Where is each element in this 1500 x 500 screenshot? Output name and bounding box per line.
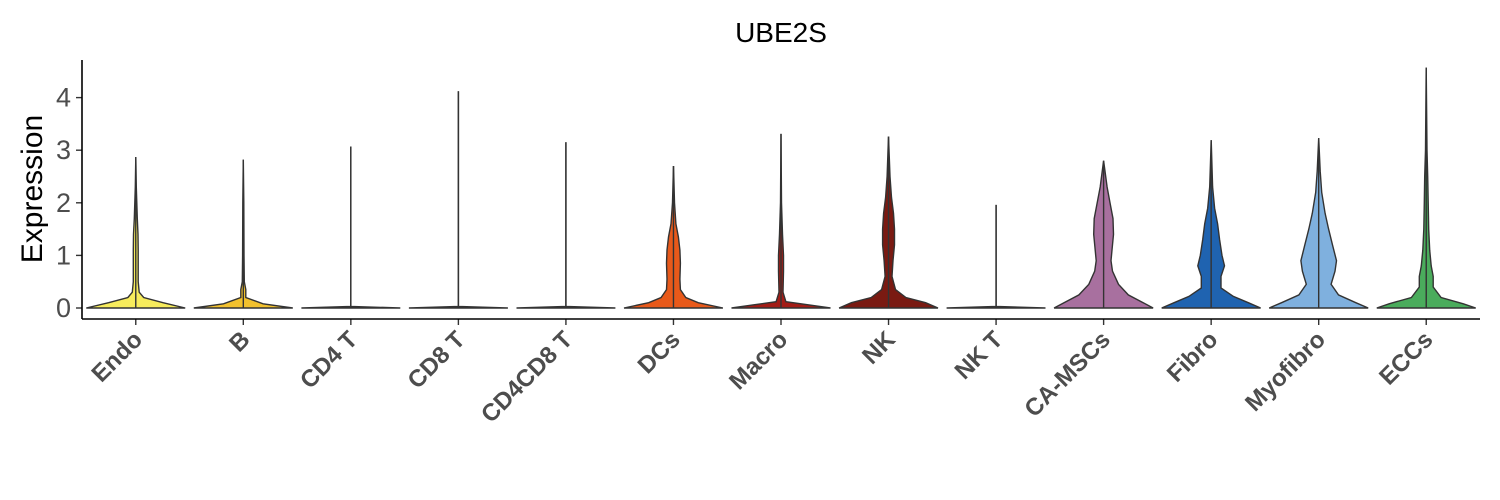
chart-title: UBE2S bbox=[735, 17, 827, 48]
y-axis-label: Expression bbox=[16, 115, 49, 263]
violin-group bbox=[86, 67, 1476, 309]
x-tick-label-b: B bbox=[224, 326, 255, 357]
x-tick-label-cd4-t: CD4 T bbox=[295, 326, 363, 394]
x-tick-label-nk: NK bbox=[857, 326, 901, 370]
x-tick-label-cd8-t: CD8 T bbox=[403, 326, 471, 394]
x-tick-label-myofibro: Myofibro bbox=[1240, 326, 1331, 417]
y-tick-label: 4 bbox=[56, 83, 71, 113]
x-tick-label-cd4cd8-t: CD4CD8 T bbox=[476, 326, 578, 428]
y-tick-label: 2 bbox=[56, 188, 71, 218]
y-tick-label: 3 bbox=[56, 135, 71, 165]
x-tick-label-nk-t: NK T bbox=[950, 326, 1009, 385]
x-tick-label-macro: Macro bbox=[724, 326, 793, 395]
y-axis-ticks: 0 1 2 3 4 bbox=[56, 83, 82, 323]
x-tick-label-eccs: ECCs bbox=[1374, 326, 1438, 390]
y-tick-label: 1 bbox=[56, 240, 71, 270]
x-tick-label-ca-mscs: CA-MSCs bbox=[1019, 326, 1115, 422]
y-tick-label: 0 bbox=[56, 293, 71, 323]
x-tick-label-dcs: DCs bbox=[633, 326, 686, 379]
x-tick-label-endo: Endo bbox=[86, 326, 148, 388]
x-tick-label-fibro: Fibro bbox=[1162, 326, 1224, 388]
x-axis-ticks: Endo B CD4 T CD8 T CD4CD8 T DCs Macro NK NK T CA-… bbox=[86, 319, 1438, 428]
